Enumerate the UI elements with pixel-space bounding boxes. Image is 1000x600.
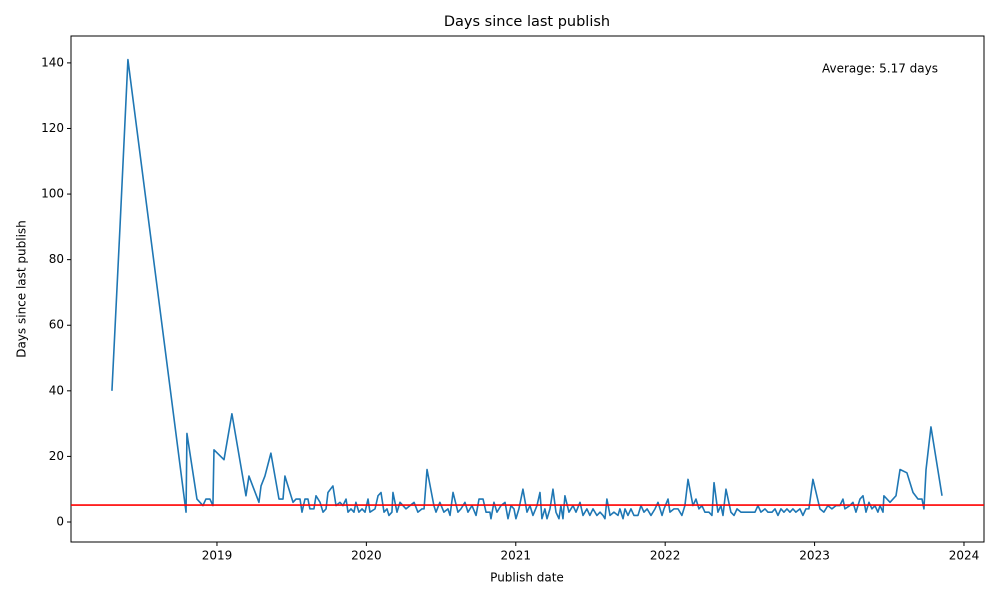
y-tick-label: 0 [56, 514, 64, 528]
y-tick-label: 140 [41, 55, 64, 69]
y-tick-label: 20 [49, 449, 64, 463]
x-tick-label: 2022 [650, 549, 681, 563]
annotation: Average: 5.17 days [822, 62, 938, 76]
x-tick-label: 2023 [799, 549, 830, 563]
y-tick-label: 120 [41, 121, 64, 135]
y-tick-label: 80 [49, 252, 64, 266]
x-axis-label: Publish date [490, 571, 564, 585]
chart-title: Days since last publish [444, 14, 610, 30]
y-tick-label: 100 [41, 187, 64, 201]
y-tick-label: 40 [49, 383, 64, 397]
x-tick-label: 2021 [500, 549, 531, 563]
data-line [111, 58, 943, 520]
x-tick-label: 2019 [202, 549, 233, 563]
x-tick-label: 2024 [949, 549, 980, 563]
y-tick-label: 60 [49, 318, 64, 332]
plot-frame [70, 35, 985, 543]
x-tick-label: 2020 [351, 549, 382, 563]
y-axis-label: Days since last publish [15, 220, 29, 358]
